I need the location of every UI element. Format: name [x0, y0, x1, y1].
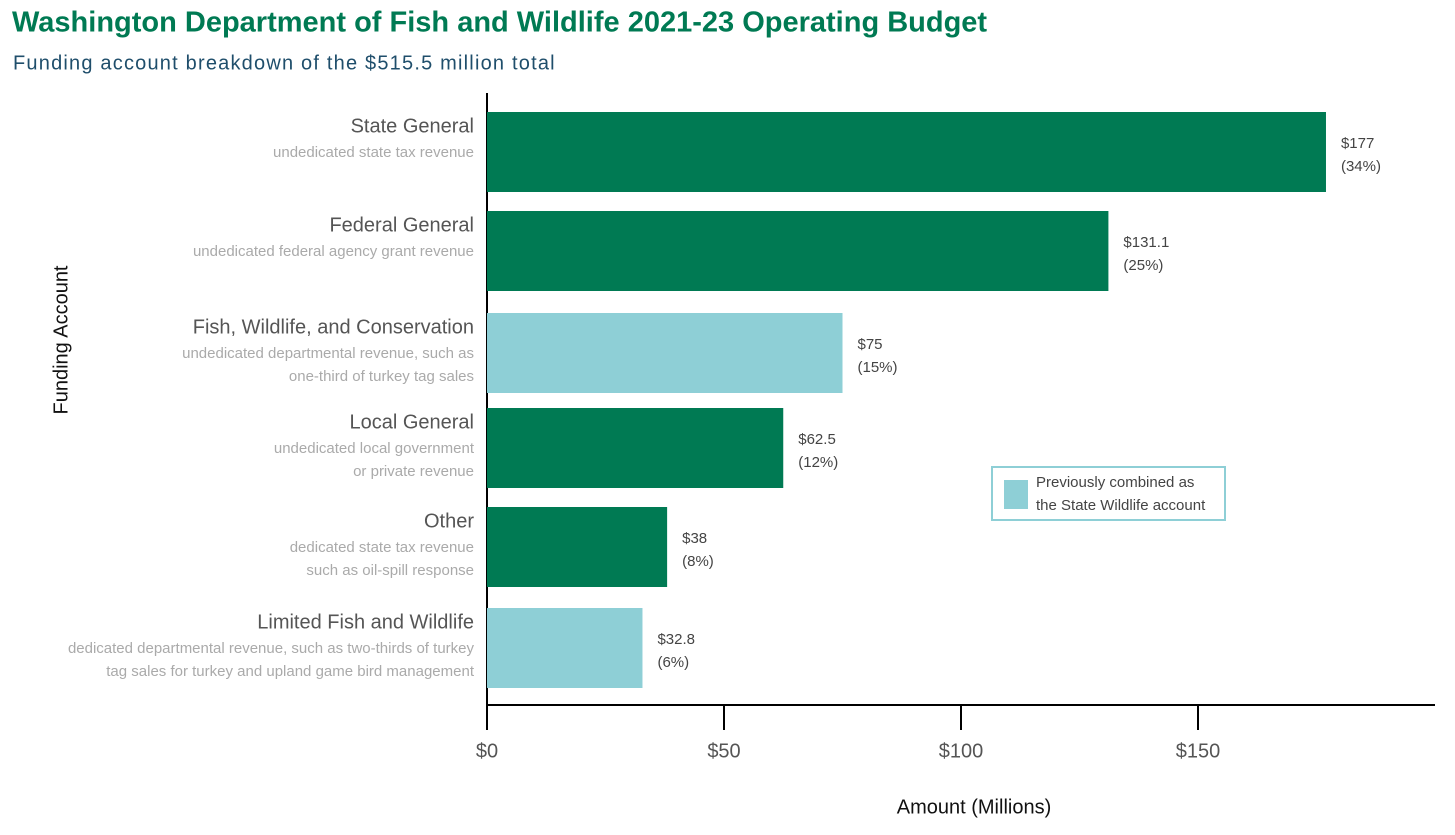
value-label: $38 [682, 530, 707, 547]
value-label: $131.1 [1123, 234, 1169, 251]
category-description: dedicated state tax revenue [290, 539, 474, 556]
share-label: (6%) [657, 654, 689, 671]
share-label: (34%) [1341, 158, 1381, 175]
y-axis-label: Funding Account [50, 265, 72, 414]
share-label: (12%) [798, 454, 838, 471]
bar [487, 507, 668, 587]
value-label: $75 [858, 336, 883, 353]
bar [487, 211, 1109, 291]
category-description: one-third of turkey tag sales [289, 368, 474, 385]
share-label: (15%) [858, 359, 898, 376]
category-description: dedicated departmental revenue, such as … [68, 640, 475, 657]
value-label: $62.5 [798, 431, 836, 448]
chart-title: Washington Department of Fish and Wildli… [12, 7, 987, 39]
category-description: undedicated local government [274, 440, 475, 457]
x-tick-label: $100 [939, 740, 984, 762]
legend-label: the State Wildlife account [1036, 497, 1206, 514]
x-tick-label: $0 [476, 740, 498, 762]
category-description: or private revenue [353, 463, 474, 480]
category-label: State General [351, 115, 474, 137]
legend-swatch [1004, 480, 1028, 509]
category-description: such as oil-spill response [306, 562, 474, 579]
category-label: Limited Fish and Wildlife [257, 611, 474, 633]
category-label: Fish, Wildlife, and Conservation [193, 316, 474, 338]
category-description: undedicated federal agency grant revenue [193, 243, 474, 260]
legend-box [991, 466, 1226, 521]
category-description: undedicated departmental revenue, such a… [182, 345, 474, 362]
bar [487, 408, 784, 488]
legend-label: Previously combined as [1036, 474, 1194, 491]
category-description: tag sales for turkey and upland game bir… [106, 663, 475, 680]
bar [487, 608, 643, 688]
category-label: Local General [349, 411, 474, 433]
value-label: $177 [1341, 135, 1374, 152]
category-description: undedicated state tax revenue [273, 144, 474, 161]
chart-subtitle: Funding account breakdown of the $515.5 … [13, 52, 556, 74]
category-label: Other [424, 510, 474, 532]
bar [487, 112, 1326, 192]
x-tick-label: $150 [1176, 740, 1221, 762]
x-tick-label: $50 [707, 740, 740, 762]
share-label: (8%) [682, 553, 714, 570]
x-axis-label: Amount (Millions) [897, 796, 1051, 818]
category-label: Federal General [329, 214, 474, 236]
bar [487, 313, 843, 393]
value-label: $32.8 [657, 631, 695, 648]
share-label: (25%) [1123, 257, 1163, 274]
